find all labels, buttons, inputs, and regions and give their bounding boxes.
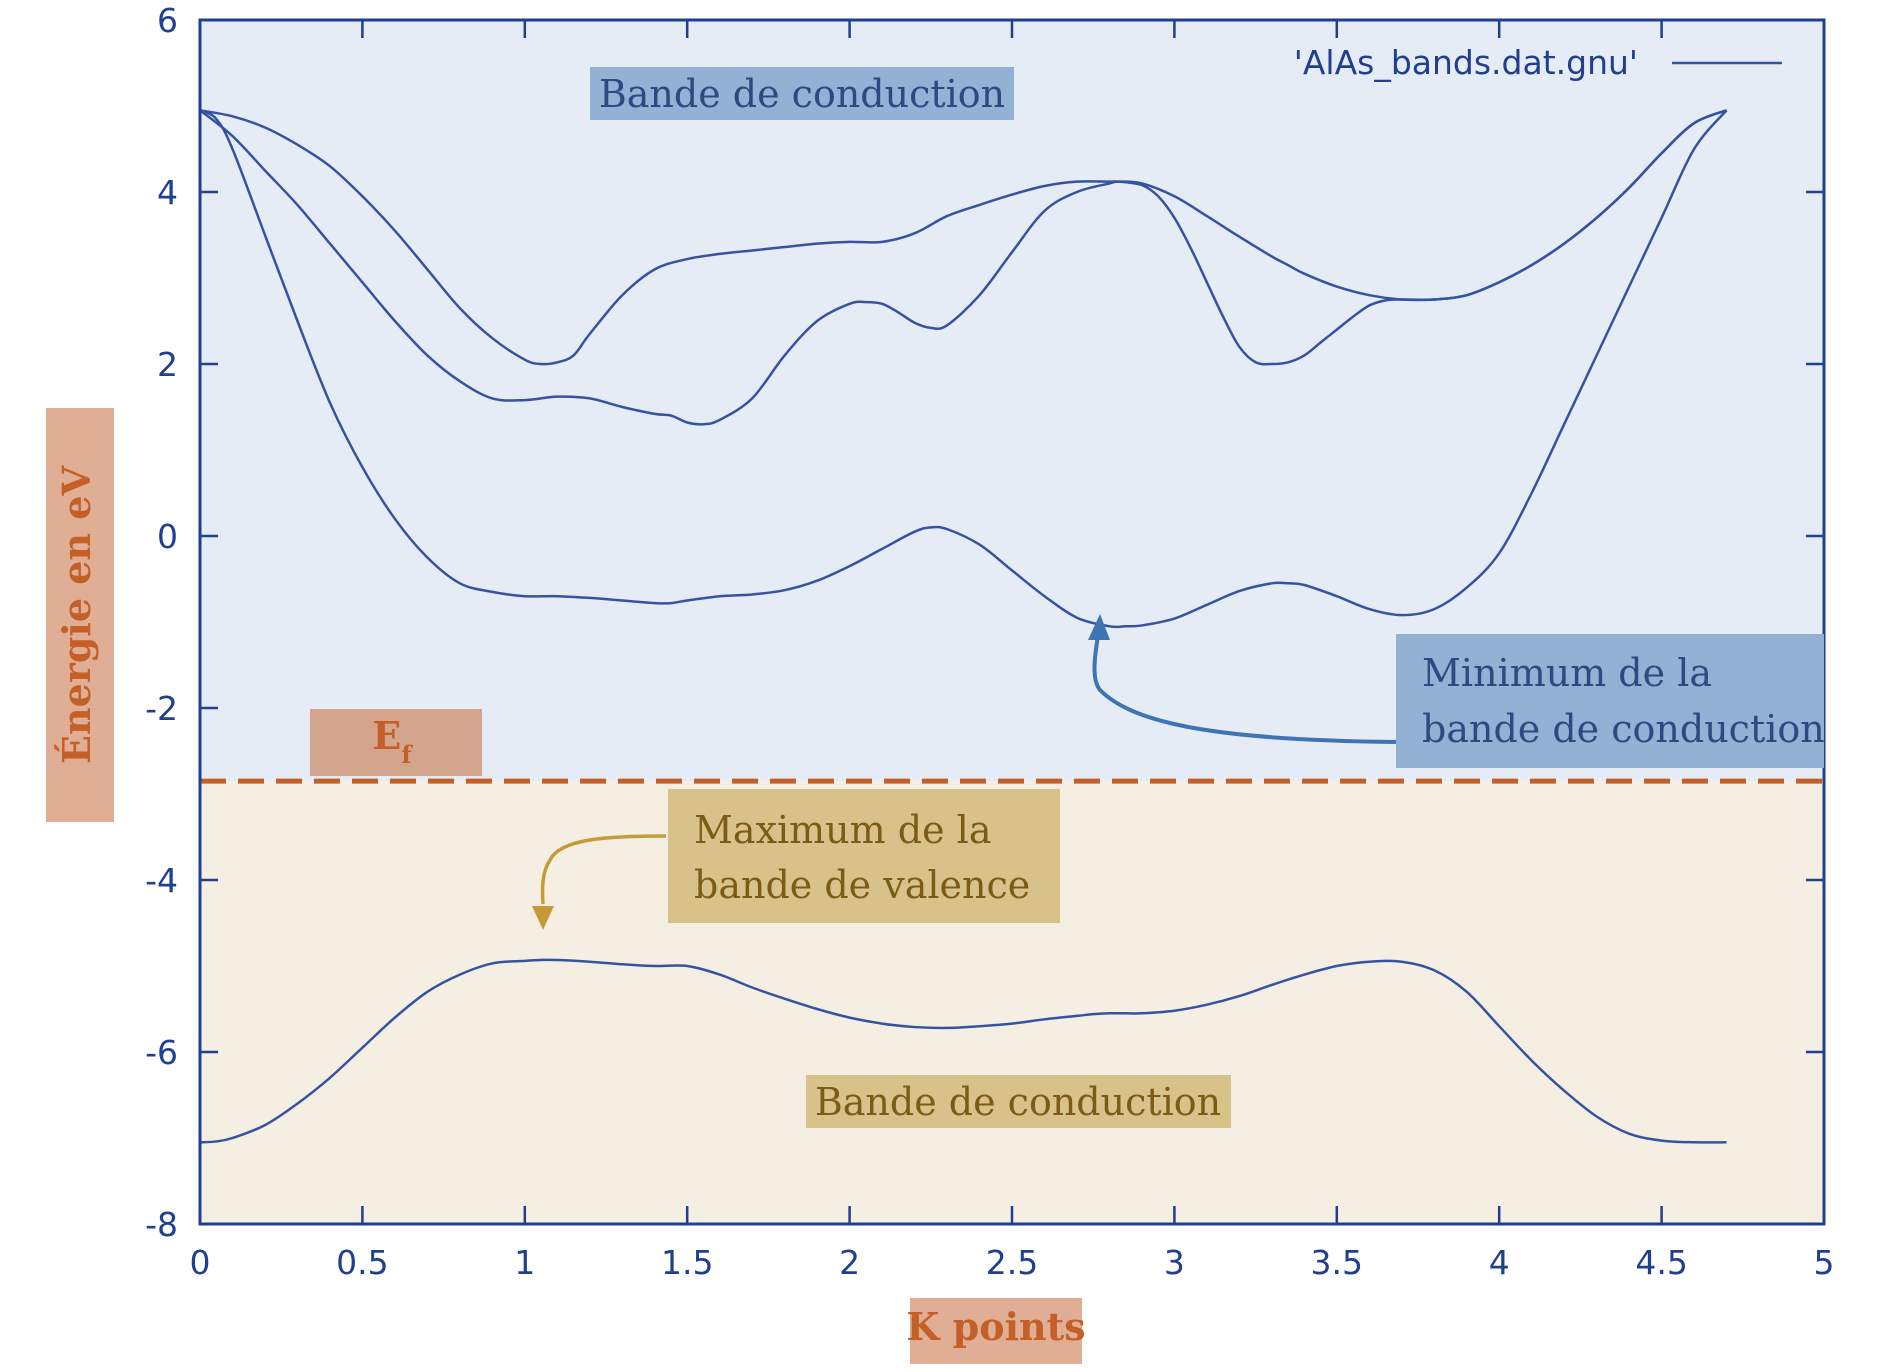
valence-maximum-arrowhead <box>532 906 554 930</box>
valence-band-label: Bande de conduction <box>815 1080 1221 1124</box>
plot-frame <box>198 18 1826 1226</box>
conduction-minimum-arrowhead <box>1088 614 1110 640</box>
x-tick-label: 1.5 <box>661 1243 713 1282</box>
axis-ticks: 0 0.5 1 1.5 2 2.5 3 3.5 4 4.5 5 6 4 2 0 -2 -4 -6 -8 <box>145 1 1834 1282</box>
conduction-band-label: Bande de conduction <box>599 72 1005 116</box>
x-tick-label: 1 <box>514 1243 535 1282</box>
y-axis-title: Énergie en eV <box>54 465 99 764</box>
band-line-1 <box>199 958 1727 1144</box>
valence-maximum-arrow <box>540 834 667 905</box>
y-tick-label: -2 <box>145 689 178 728</box>
x-tick-label: 2 <box>839 1243 860 1282</box>
conduction-minimum-arrow <box>1092 635 1397 744</box>
y-tick-label: 2 <box>157 345 178 384</box>
x-tick-label: 5 <box>1814 1243 1835 1282</box>
legend: 'AlAs_bands.dat.gnu' <box>1294 43 1782 82</box>
x-tick-label: 0 <box>190 1243 211 1282</box>
x-tick-label: 4 <box>1489 1243 1510 1282</box>
x-tick-label: 3 <box>1164 1243 1185 1282</box>
y-axis-title-box: Énergie en eV <box>46 408 114 822</box>
y-tick-label: 4 <box>157 173 178 212</box>
fermi-label-box: Ef <box>310 709 482 776</box>
valence-band-label-box: Bande de conduction <box>806 1075 1231 1128</box>
conduction-minimum-annotation: Minimum de la bande de conduction <box>1088 614 1825 768</box>
y-tick-label: -4 <box>145 861 178 900</box>
y-tick-label: -6 <box>145 1033 178 1072</box>
x-tick-label: 4.5 <box>1635 1243 1687 1282</box>
x-tick-label: 2.5 <box>986 1243 1038 1282</box>
legend-label: 'AlAs_bands.dat.gnu' <box>1294 43 1638 82</box>
fermi-label: Ef <box>372 713 413 769</box>
x-tick-label: 3.5 <box>1311 1243 1363 1282</box>
conduction-minimum-line2: bande de conduction <box>1422 707 1825 751</box>
valence-maximum-annotation: Maximum de la bande de valence <box>532 789 1060 930</box>
band-line-4 <box>199 109 1728 366</box>
x-tick-label: 0.5 <box>336 1243 388 1282</box>
y-tick-label: 0 <box>157 517 178 556</box>
band-series <box>199 109 1728 1144</box>
valence-maximum-line1: Maximum de la <box>694 808 991 852</box>
x-axis-title: K points <box>906 1304 1085 1349</box>
valence-maximum-line2: bande de valence <box>694 863 1030 907</box>
x-axis-title-box: K points <box>906 1298 1086 1364</box>
y-tick-label: -8 <box>145 1205 178 1244</box>
conduction-band-label-box: Bande de conduction <box>590 67 1014 120</box>
band-line-2 <box>199 109 1728 629</box>
conduction-minimum-line1: Minimum de la <box>1422 651 1712 695</box>
y-tick-label: 6 <box>157 1 178 40</box>
